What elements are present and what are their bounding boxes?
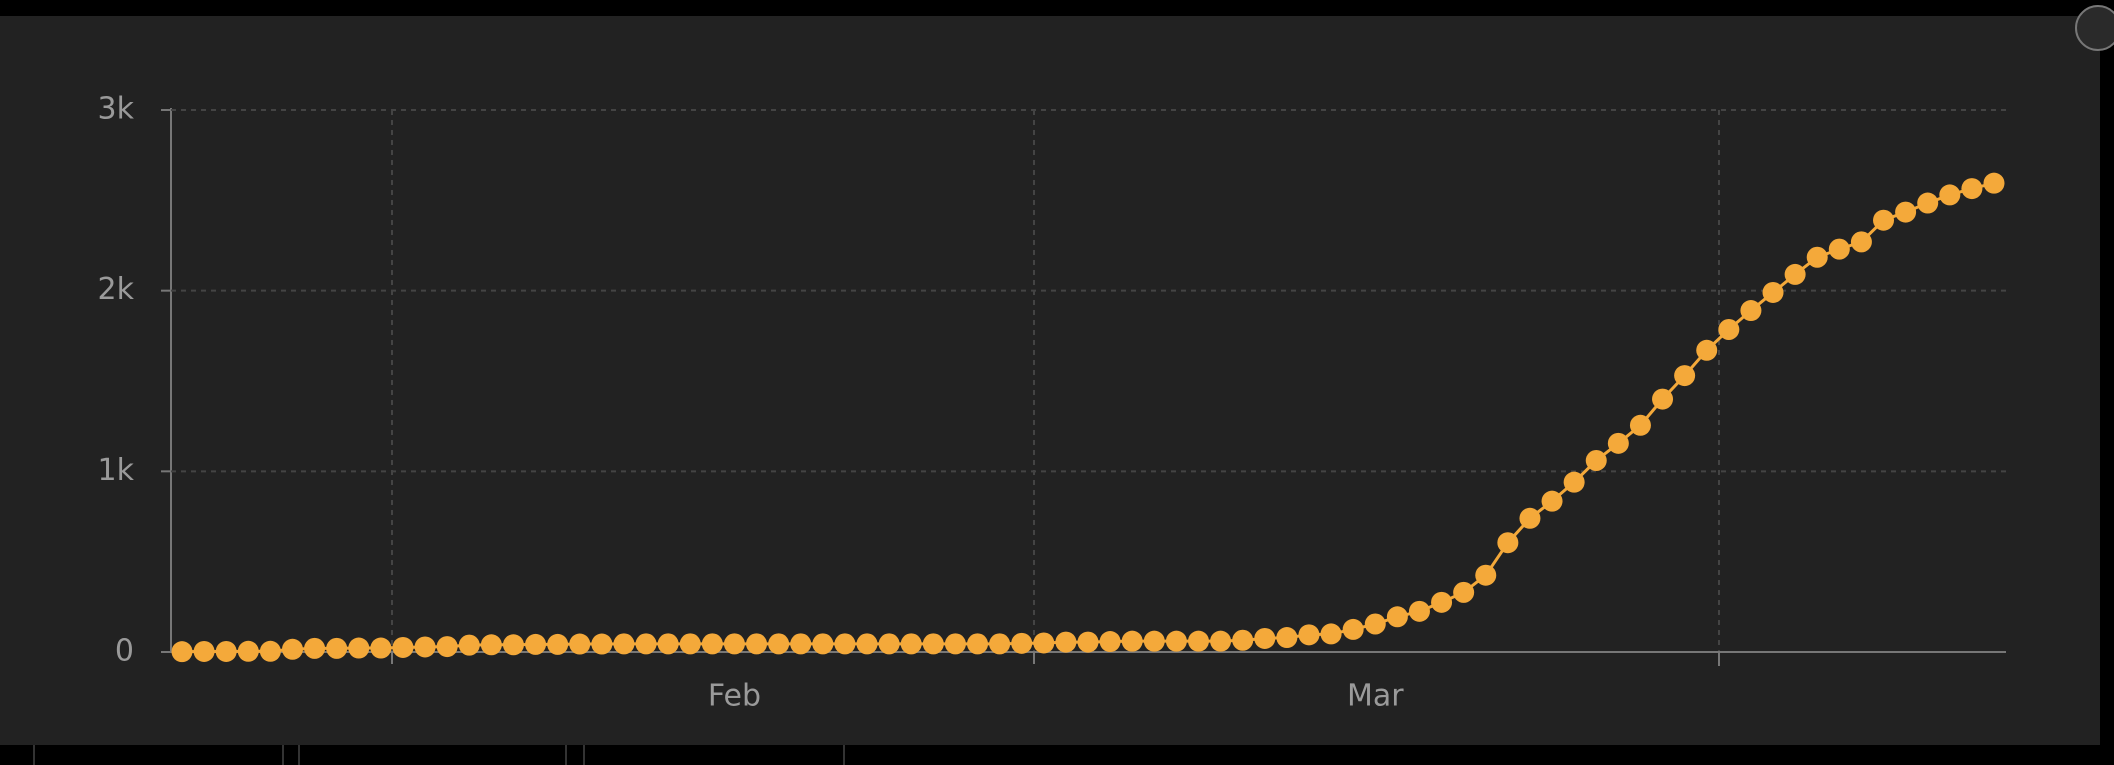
data-point: [900, 633, 922, 655]
data-point: [812, 633, 834, 655]
data-point: [1077, 631, 1099, 653]
data-point: [1762, 281, 1784, 303]
data-point: [657, 633, 679, 655]
data-point: [1320, 623, 1342, 645]
data-point: [480, 634, 502, 656]
data-point: [1563, 471, 1585, 493]
data-point: [1806, 246, 1828, 268]
data-point: [967, 633, 989, 655]
data-point: [326, 637, 348, 659]
data-point: [790, 633, 812, 655]
data-point: [1652, 388, 1674, 410]
y-tick-label: 0: [115, 634, 134, 669]
data-point: [370, 637, 392, 659]
data-point: [414, 636, 436, 658]
data-point: [1696, 339, 1718, 361]
data-point: [1099, 631, 1121, 653]
data-point: [989, 633, 1011, 655]
data-point: [944, 633, 966, 655]
data-point: [1431, 591, 1453, 613]
data-point: [1386, 606, 1408, 628]
data-point: [1342, 618, 1364, 640]
y-tick-label: 1k: [98, 453, 135, 488]
data-point: [1033, 632, 1055, 654]
data-point: [1497, 532, 1519, 554]
data-point: [768, 633, 790, 655]
data-point: [1121, 630, 1143, 652]
data-point: [1917, 192, 1939, 214]
chart-panel: [0, 16, 2100, 745]
data-point: [1519, 507, 1541, 529]
data-point: [1629, 414, 1651, 436]
data-point: [1011, 632, 1033, 654]
data-point: [1232, 629, 1254, 651]
data-point: [1210, 630, 1232, 652]
y-tick-label: 2k: [98, 272, 135, 307]
data-point: [591, 633, 613, 655]
data-point: [1828, 238, 1850, 260]
data-point: [1453, 581, 1475, 603]
data-point: [723, 633, 745, 655]
data-point: [635, 633, 657, 655]
data-point: [1475, 564, 1497, 586]
data-point: [856, 633, 878, 655]
vertical-grid: [391, 110, 1720, 652]
data-point: [1364, 613, 1386, 635]
data-point: [1983, 172, 2005, 194]
data-point: [1718, 319, 1740, 341]
data-point: [193, 640, 215, 662]
data-point: [1784, 263, 1806, 285]
data-point: [1143, 630, 1165, 652]
y-tick-label: 3k: [98, 92, 135, 127]
data-point: [679, 633, 701, 655]
data-point: [1674, 365, 1696, 387]
data-point: [436, 636, 458, 658]
data-point: [458, 634, 480, 656]
data-point: [215, 640, 237, 662]
data-point: [1408, 600, 1430, 622]
data-point: [613, 633, 635, 655]
data-point: [1254, 627, 1276, 649]
data-point: [1740, 300, 1762, 322]
data-point: [1873, 209, 1895, 231]
data-point: [525, 633, 547, 655]
data-point: [281, 638, 303, 660]
data-point: [1298, 624, 1320, 646]
x-tick-label: Mar: [1347, 679, 1404, 714]
data-point: [746, 633, 768, 655]
data-point: [1541, 490, 1563, 512]
data-point: [1607, 432, 1629, 454]
bottom-tabs: [33, 745, 845, 765]
data-point: [502, 634, 524, 656]
data-point: [1895, 201, 1917, 223]
data-point: [547, 633, 569, 655]
data-point: [1187, 630, 1209, 652]
x-ticks: [391, 652, 1720, 666]
data-point: [878, 633, 900, 655]
collapse-button[interactable]: [2075, 5, 2114, 51]
data-point: [237, 640, 259, 662]
data-point: [1165, 630, 1187, 652]
data-point: [259, 640, 281, 662]
data-point: [1939, 184, 1961, 206]
data-point: [1961, 178, 1983, 200]
data-point: [1276, 627, 1298, 649]
data-point: [304, 637, 326, 659]
data-point: [171, 641, 193, 663]
data-point: [1055, 631, 1077, 653]
data-point: [392, 636, 414, 658]
data-point: [569, 633, 591, 655]
data-point: [1850, 231, 1872, 253]
data-point: [701, 633, 723, 655]
data-point: [922, 633, 944, 655]
data-point: [348, 637, 370, 659]
data-point: [834, 633, 856, 655]
x-tick-label: Feb: [708, 679, 761, 714]
data-point: [1585, 449, 1607, 471]
